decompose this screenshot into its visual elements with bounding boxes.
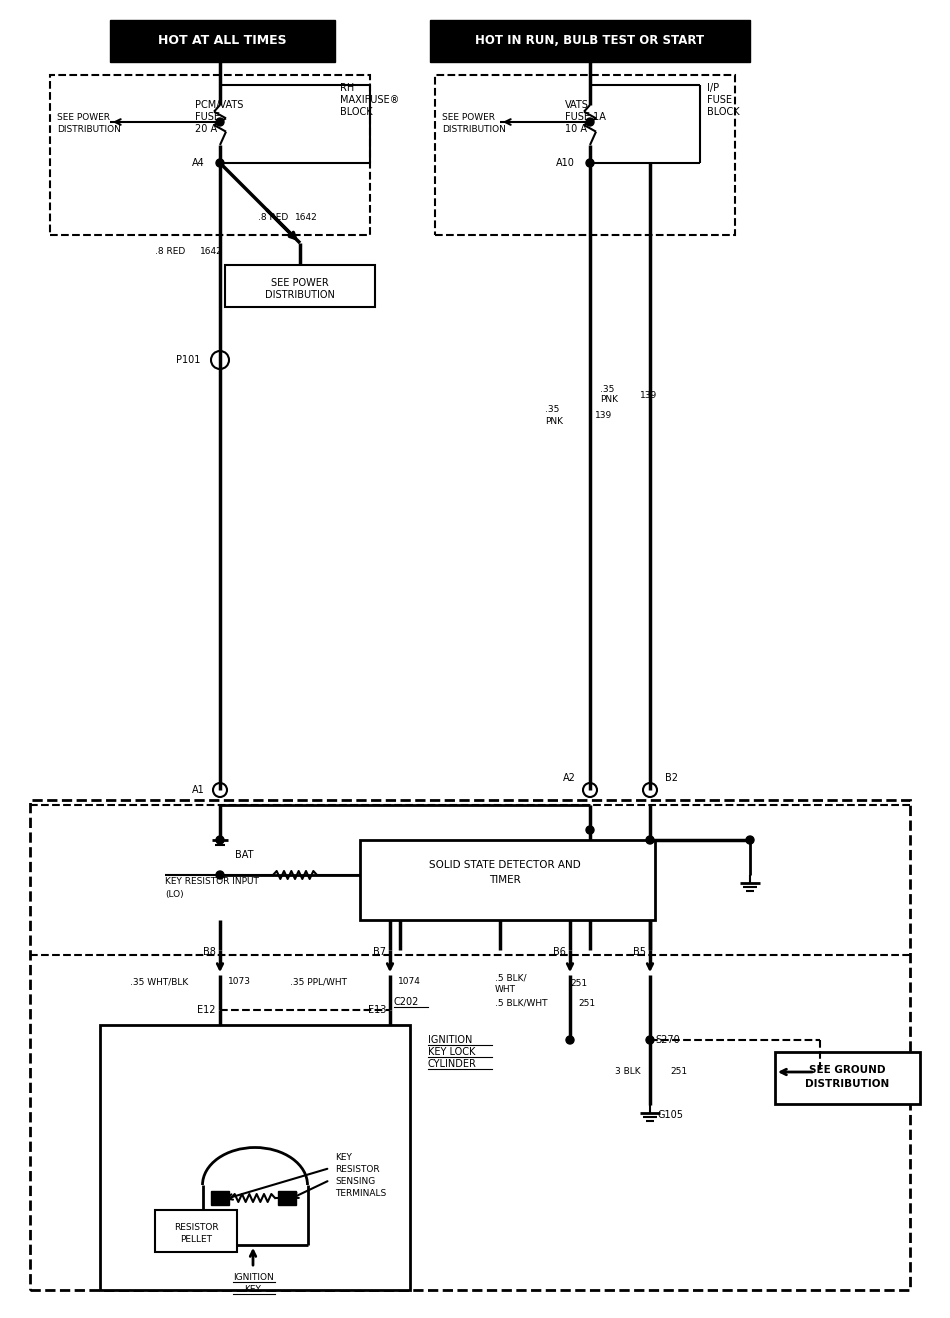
Text: SEE POWER: SEE POWER [442, 113, 495, 123]
Text: SEE GROUND: SEE GROUND [808, 1065, 885, 1075]
Bar [430, 20, 750, 62]
Bar [360, 840, 655, 920]
Bar [110, 20, 335, 62]
Text: E12: E12 [198, 1006, 216, 1015]
Text: RESISTOR: RESISTOR [335, 1165, 380, 1174]
Text: PCM/VATS: PCM/VATS [195, 100, 243, 109]
Text: KEY: KEY [244, 1285, 261, 1294]
Text: P101: P101 [176, 355, 200, 365]
Bar [50, 75, 370, 235]
Text: .35: .35 [600, 385, 615, 394]
Text: .8 RED: .8 RED [155, 248, 185, 257]
Text: 20 A: 20 A [195, 124, 218, 134]
Text: VATS: VATS [565, 100, 589, 109]
Bar [155, 1210, 237, 1252]
Text: I/P: I/P [707, 83, 719, 94]
Text: B2: B2 [665, 772, 678, 783]
Text: KEY: KEY [335, 1153, 352, 1162]
Text: 139: 139 [640, 390, 657, 399]
Text: 1073: 1073 [228, 978, 251, 986]
Text: .5 BLK/WHT: .5 BLK/WHT [495, 999, 547, 1007]
Circle shape [646, 836, 654, 844]
Text: B8: B8 [203, 948, 216, 957]
Bar [100, 1025, 410, 1290]
Text: 1074: 1074 [398, 978, 421, 986]
Text: .8 RED: .8 RED [258, 214, 288, 223]
Circle shape [646, 1036, 654, 1044]
Text: .35 PPL/WHT: .35 PPL/WHT [290, 978, 347, 986]
Text: C202: C202 [394, 996, 419, 1007]
Text: SEE POWER: SEE POWER [57, 113, 110, 123]
Text: 3 BLK: 3 BLK [615, 1068, 640, 1077]
Text: BLOCK: BLOCK [340, 107, 372, 117]
Text: SENSING: SENSING [335, 1177, 375, 1186]
Text: .35: .35 [545, 406, 560, 414]
Circle shape [586, 826, 594, 834]
Text: .35 WHT/BLK: .35 WHT/BLK [130, 978, 188, 986]
Circle shape [566, 1036, 574, 1044]
Text: RH: RH [340, 83, 354, 94]
Text: DISTRIBUTION: DISTRIBUTION [805, 1079, 889, 1089]
Text: A1: A1 [192, 786, 205, 795]
Text: 251: 251 [578, 999, 595, 1007]
Bar [225, 265, 375, 307]
Bar [278, 1191, 296, 1205]
Text: A10: A10 [556, 158, 575, 167]
Text: TIMER: TIMER [489, 875, 521, 884]
Text: KEY RESISTOR INPUT: KEY RESISTOR INPUT [165, 878, 258, 887]
Text: IGNITION: IGNITION [233, 1273, 274, 1282]
Text: DISTRIBUTION: DISTRIBUTION [442, 125, 505, 134]
Text: E13: E13 [368, 1006, 386, 1015]
Circle shape [216, 159, 224, 167]
Text: B5: B5 [633, 948, 646, 957]
Text: B7: B7 [373, 948, 386, 957]
Text: PNK: PNK [545, 418, 563, 427]
Text: BAT: BAT [235, 850, 254, 861]
Bar [30, 800, 910, 1290]
Text: 251: 251 [570, 979, 587, 988]
Text: PELLET: PELLET [180, 1235, 212, 1244]
Text: TERMINALS: TERMINALS [335, 1190, 387, 1198]
Text: HOT AT ALL TIMES: HOT AT ALL TIMES [158, 34, 286, 47]
Text: A4: A4 [192, 158, 205, 167]
Circle shape [216, 836, 224, 844]
Text: (LO): (LO) [165, 890, 183, 899]
Text: IGNITION: IGNITION [428, 1035, 472, 1045]
Text: A2: A2 [563, 772, 576, 783]
Text: G105: G105 [658, 1110, 684, 1120]
Text: CYLINDER: CYLINDER [428, 1058, 477, 1069]
Text: PNK: PNK [600, 395, 618, 405]
Circle shape [216, 871, 224, 879]
Text: DISTRIBUTION: DISTRIBUTION [57, 125, 121, 134]
Bar [775, 1052, 920, 1104]
Text: B6: B6 [553, 948, 566, 957]
Text: RESISTOR: RESISTOR [174, 1223, 218, 1232]
Text: .5 BLK/: .5 BLK/ [495, 974, 526, 982]
Bar [435, 75, 735, 235]
Text: FUSE 1A: FUSE 1A [565, 112, 606, 123]
Circle shape [586, 159, 594, 167]
Text: BLOCK: BLOCK [707, 107, 740, 117]
Text: 251: 251 [670, 1068, 687, 1077]
Text: 10 A: 10 A [565, 124, 587, 134]
Text: FUSE: FUSE [707, 95, 732, 105]
Text: KEY LOCK: KEY LOCK [428, 1046, 475, 1057]
Circle shape [746, 836, 754, 844]
Text: 1642: 1642 [200, 248, 222, 257]
Text: S270: S270 [655, 1035, 680, 1045]
Text: SOLID STATE DETECTOR AND: SOLID STATE DETECTOR AND [429, 861, 580, 870]
Text: FUSE: FUSE [195, 112, 220, 123]
Text: DISTRIBUTION: DISTRIBUTION [265, 290, 335, 301]
Text: MAXIFUSE®: MAXIFUSE® [340, 95, 399, 105]
Circle shape [216, 119, 224, 127]
Text: 139: 139 [595, 411, 612, 420]
Text: WHT: WHT [495, 986, 516, 995]
Bar [211, 1191, 229, 1205]
Text: SEE POWER: SEE POWER [271, 278, 329, 289]
Circle shape [586, 119, 594, 127]
Text: HOT IN RUN, BULB TEST OR START: HOT IN RUN, BULB TEST OR START [475, 34, 705, 47]
Text: 1642: 1642 [295, 214, 317, 223]
